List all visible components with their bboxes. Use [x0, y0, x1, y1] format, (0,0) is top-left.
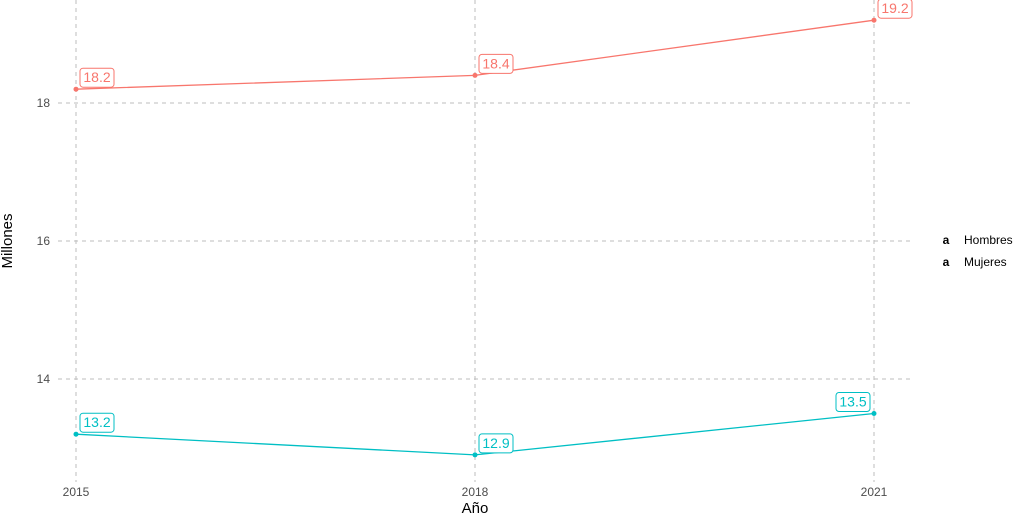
data-label-box — [877, 0, 913, 19]
data-point — [73, 431, 79, 437]
x-tick-label: 2021 — [861, 485, 888, 499]
series-mujeres: 13.2 12.9 13.5 — [73, 392, 877, 458]
data-label-box — [478, 53, 514, 74]
x-axis-ticks: 2015 2018 2021 — [63, 485, 888, 499]
data-label: 18.2 — [83, 69, 110, 85]
data-label-box — [79, 412, 115, 433]
series-line — [75, 19, 875, 90]
x-tick-label: 2018 — [462, 485, 489, 499]
data-point — [73, 86, 79, 92]
data-label: 13.2 — [83, 414, 110, 430]
y-tick-label: 18 — [37, 96, 51, 110]
data-point — [871, 17, 877, 23]
data-point — [871, 411, 877, 416]
legend-key: a — [943, 233, 950, 247]
data-label-box — [79, 67, 115, 88]
data-label: 19.2 — [881, 0, 908, 16]
series-hombres: 18.2 18.4 19.2 — [73, 0, 913, 92]
y-tick-label: 14 — [37, 372, 51, 386]
legend-key: a — [943, 255, 950, 269]
data-point — [472, 72, 478, 78]
data-label: 13.5 — [839, 394, 866, 410]
legend: a Hombres a Mujeres — [943, 233, 1013, 269]
data-label-box — [835, 392, 871, 412]
x-tick-label: 2015 — [63, 485, 90, 499]
data-label-box — [478, 433, 514, 454]
grid — [58, 0, 912, 482]
y-tick-label: 16 — [37, 234, 51, 248]
y-axis-title: Millones — [0, 213, 16, 268]
y-axis-ticks: 14 16 18 — [37, 96, 51, 386]
legend-label: Hombres — [964, 233, 1013, 247]
series-layer: 18.2 18.4 19.2 13.2 12.9 13.5 — [73, 0, 913, 458]
data-point — [472, 452, 478, 458]
data-label: 12.9 — [482, 435, 509, 451]
x-axis-title: Año — [462, 500, 489, 517]
data-label: 18.4 — [482, 55, 509, 71]
legend-label: Mujeres — [964, 255, 1007, 269]
